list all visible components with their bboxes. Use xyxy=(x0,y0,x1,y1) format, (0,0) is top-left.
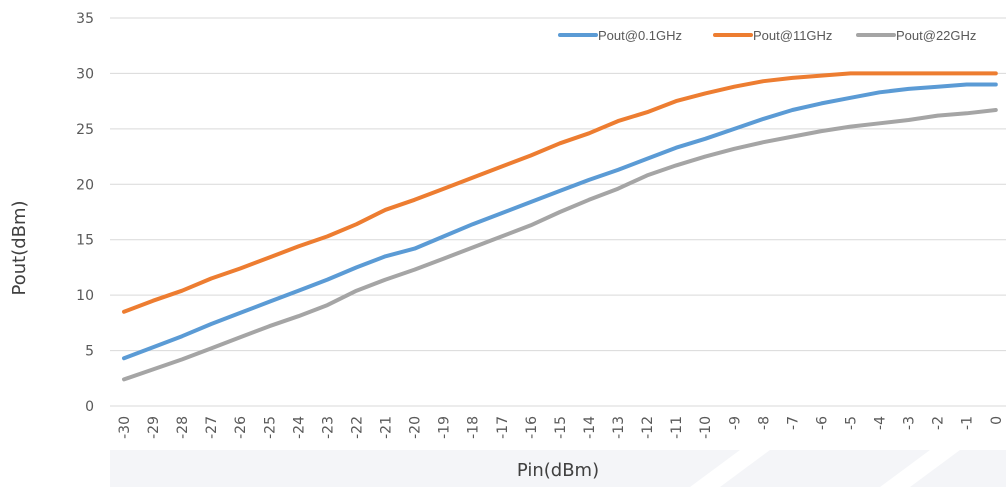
series-line-1 xyxy=(122,71,998,314)
x-tick-label: -11 xyxy=(669,416,685,439)
x-tick-label: -21 xyxy=(379,416,395,439)
background-stripe xyxy=(880,450,960,487)
x-tick-label: -3 xyxy=(902,416,918,430)
y-tick-label: 5 xyxy=(85,344,94,360)
x-tick-label: -2 xyxy=(931,416,947,430)
x-tick-label: -25 xyxy=(262,416,278,439)
x-tick-label: -16 xyxy=(524,416,540,439)
y-axis-ticks: 0 5 10 15 20 25 30 35 xyxy=(76,11,94,415)
x-tick-label: -26 xyxy=(233,416,249,439)
y-tick-label: 35 xyxy=(76,11,94,27)
y-tick-label: 20 xyxy=(76,177,94,193)
y-axis-title: Pout(dBm) xyxy=(9,200,30,295)
x-tick-label: -9 xyxy=(727,416,743,430)
x-tick-label: -8 xyxy=(756,416,772,430)
x-tick-label: -24 xyxy=(291,416,307,439)
background-stripes xyxy=(110,450,1006,487)
gridlines xyxy=(110,17,1006,407)
background-stripe xyxy=(690,450,770,487)
x-tick-label: -17 xyxy=(495,416,511,439)
y-tick-label: 10 xyxy=(76,288,94,304)
background-band xyxy=(110,450,1006,487)
x-tick-label: -5 xyxy=(844,416,860,430)
legend-label: Pout@22GHz xyxy=(896,28,976,43)
y-tick-label: 15 xyxy=(76,233,94,249)
x-tick-label: -23 xyxy=(320,416,336,439)
legend: Pout@0.1GHz Pout@11GHz Pout@22GHz xyxy=(558,28,976,43)
series-line-2 xyxy=(122,108,998,382)
x-tick-label: -10 xyxy=(698,416,714,439)
x-tick-label: -18 xyxy=(466,416,482,439)
y-tick-label: 0 xyxy=(85,399,94,415)
x-tick-label: -14 xyxy=(582,416,598,439)
y-tick-label: 30 xyxy=(76,66,94,82)
x-tick-label: -1 xyxy=(960,416,976,430)
x-tick-label: -6 xyxy=(814,416,830,430)
x-tick-label: -27 xyxy=(204,416,220,439)
y-tick-label: 25 xyxy=(76,122,94,138)
x-tick-label: -15 xyxy=(553,416,569,439)
x-tick-label: -28 xyxy=(175,416,191,439)
x-tick-label: -19 xyxy=(437,416,453,439)
x-tick-label: -4 xyxy=(873,416,889,430)
x-tick-label: -30 xyxy=(117,416,133,439)
x-axis-ticks: -30 -29 -28 -27 -26 -25 -24 -23 -22 -21 -20 -19 -18-… xyxy=(117,416,1005,439)
series-line-0 xyxy=(122,82,998,361)
x-axis-title: Pin(dBm) xyxy=(517,460,599,481)
x-tick-label: -22 xyxy=(349,416,365,439)
x-tick-label: -7 xyxy=(785,416,801,430)
x-tick-label: -13 xyxy=(611,416,627,439)
x-tick-label: -29 xyxy=(146,416,162,439)
x-tick-label: -12 xyxy=(640,416,656,439)
legend-label: Pout@0.1GHz xyxy=(598,28,682,43)
x-tick-label: -20 xyxy=(408,416,424,439)
legend-label: Pout@11GHz xyxy=(753,28,832,43)
series-lines xyxy=(122,71,998,382)
x-tick-label: 0 xyxy=(989,416,1005,425)
